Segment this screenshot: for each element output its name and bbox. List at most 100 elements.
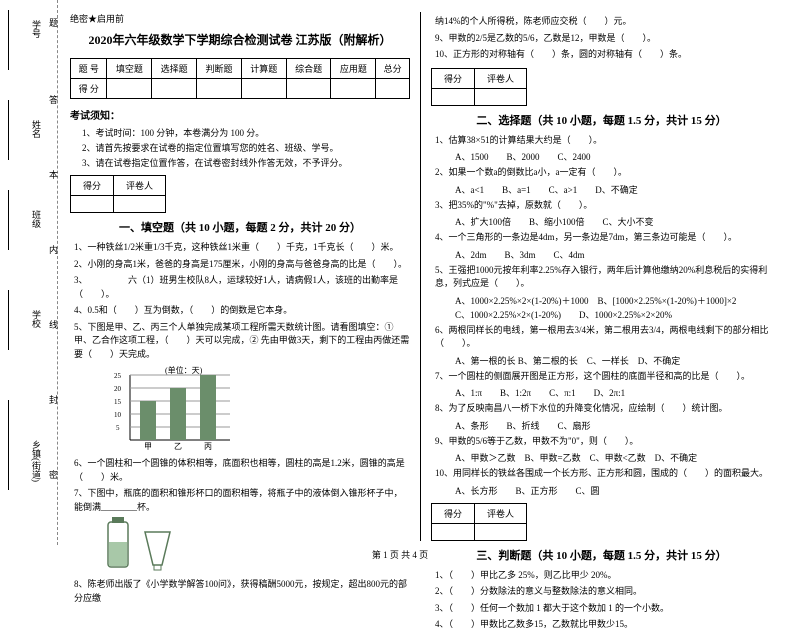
options: A、条形 B、折线 C、扇形: [455, 419, 772, 432]
confidential-mark: 绝密★启用前: [70, 12, 410, 25]
question: 9、甲数的2/5是乙数的5/6，乙数是12，甲数是（ ）。: [435, 32, 772, 46]
chart-xlabel: 甲: [144, 442, 152, 450]
bar-chart: (单位：天) 5 10 15 20 25 甲 乙 丙: [110, 365, 410, 453]
question: 10、用同样长的铁丝各围成一个长方形、正方形和圆，围成的（ ）的面积最大。: [435, 467, 772, 481]
chart-xlabel: 乙: [174, 442, 182, 450]
question: 3、（ ）任何一个数加 1 都大于这个数加 1 的一个小数。: [435, 602, 772, 616]
options: A、第一根的长 B、第二根的长 C、一样长 D、不确定: [455, 354, 772, 367]
page-footer: 第 1 页 共 4 页: [0, 548, 800, 561]
question: 1、一种铁丝1/2米重1/3千克，这种铁丝1米重（ ）千克，1千克长（ ）米。: [74, 241, 410, 255]
notice-item: 2、请首先按要求在试卷的指定位置填写您的姓名、班级、学号。: [82, 141, 410, 154]
cell: [197, 79, 242, 99]
question: 4、0.5和（ ）互为倒数，（ ）的倒数是它本身。: [74, 304, 410, 318]
left-column: 绝密★启用前 2020年六年级数学下学期综合检测试卷 江苏版（附解析） 题 号 …: [60, 12, 421, 541]
question: 4、（ ）甲数比乙数多15，乙数就比甲数少15。: [435, 618, 772, 632]
options: A、2dm B、3dm C、4dm: [455, 248, 772, 261]
cell: 得分: [432, 68, 475, 88]
seal-char: 本: [47, 170, 60, 179]
binding-label: 学校: [30, 310, 43, 328]
question: 3、把35%的"%"去掉，原数就（ ）。: [435, 199, 772, 213]
binding-label: 姓名: [30, 120, 43, 138]
page: 绝密★启用前 2020年六年级数学下学期综合检测试卷 江苏版（附解析） 题 号 …: [0, 0, 800, 545]
options: C、1000×2.25%×2×(1-20%) D、1000×2.25%×2×20…: [455, 308, 772, 321]
question: 5、下图是甲、乙、丙三个人单独完成某项工程所需天数统计图。请看图填空：① 甲、乙…: [74, 321, 410, 362]
question: 3、 六（1）班男生校队8人，运球较好1人，请病假1人，该班的出勤率是（ ）。: [74, 274, 410, 301]
options: A、1500 B、2000 C、2400: [455, 150, 772, 163]
seal-char: 线: [47, 320, 60, 329]
right-column: 纳14%的个人所得税，陈老师应交税（ ）元。 9、甲数的2/5是乙数的5/6，乙…: [421, 12, 782, 541]
cell: 评卷人: [475, 68, 527, 88]
cell: 题 号: [71, 59, 107, 79]
scorer-table: 得分评卷人: [431, 68, 527, 106]
seal-char: 封: [47, 395, 60, 404]
cell: 计算题: [241, 59, 286, 79]
exam-title: 2020年六年级数学下学期综合检测试卷 江苏版（附解析）: [70, 31, 410, 48]
scorer-table: 得分评卷人: [70, 175, 166, 213]
cell: [107, 79, 152, 99]
question: 2、（ ）分数除法的意义与整数除法的意义相同。: [435, 585, 772, 599]
cell: [114, 196, 166, 213]
cell: [71, 196, 114, 213]
binding-field: [8, 190, 9, 250]
options: A、扩大100倍 B、缩小100倍 C、大小不变: [455, 215, 772, 228]
svg-text:10: 10: [114, 411, 122, 419]
cell: [475, 88, 527, 105]
question: 1、（ ）甲比乙多 25%，则乙比甲少 20%。: [435, 569, 772, 583]
score-table: 题 号 填空题 选择题 判断题 计算题 综合题 应用题 总分 得 分: [70, 58, 410, 99]
cell: 评卷人: [114, 176, 166, 196]
binding-field: [8, 100, 9, 160]
seal-char: 密: [47, 470, 60, 479]
question: 纳14%的个人所得税，陈老师应交税（ ）元。: [435, 15, 772, 29]
section-heading: 二、选择题（共 10 小题，每题 1.5 分，共计 15 分）: [431, 112, 772, 128]
chart-ylabel: (单位：天): [165, 365, 203, 375]
options: A、1:π B、1:2π C、π:1 D、2π:1: [455, 386, 772, 399]
question: 1、估算38×51的计算结果大约是（ ）。: [435, 134, 772, 148]
section-heading: 一、填空题（共 10 小题，每题 2 分，共计 20 分）: [70, 219, 410, 235]
cell: 得分: [432, 503, 475, 523]
chart-svg: (单位：天) 5 10 15 20 25 甲 乙 丙: [110, 365, 240, 450]
seal-char: 内: [47, 245, 60, 254]
scorer-table: 得分评卷人: [431, 503, 527, 541]
bottle-figure: [100, 517, 410, 575]
question: 2、如果一个数a的倒数比a小，a一定有（ ）。: [435, 166, 772, 180]
cell: [241, 79, 286, 99]
table-row: 题 号 填空题 选择题 判断题 计算题 综合题 应用题 总分: [71, 59, 410, 79]
cell: 选择题: [152, 59, 197, 79]
options: A、甲数＞乙数 B、甲数=乙数 C、甲数<乙数 D、不确定: [455, 451, 772, 464]
question: 8、陈老师出版了《小学数学解答100问》，获得稿酬5000元，按规定，超出800…: [74, 578, 410, 605]
binding-field: [8, 10, 9, 70]
cell: 总分: [376, 59, 410, 79]
cell: 得分: [71, 176, 114, 196]
cell: [475, 523, 527, 540]
seal-char: 答: [47, 95, 60, 104]
chart-xlabel: 丙: [204, 442, 212, 450]
svg-text:5: 5: [116, 424, 120, 432]
question: 7、下图中，瓶底的面积和锥形杯口的面积相等，将瓶子中的液体倒入锥形杯子中，能倒满…: [74, 487, 410, 514]
binding-margin: 学号 姓名 班级 学校 乡镇(街道) 题 答 本 内 线 封 密: [0, 0, 58, 545]
cell: 填空题: [107, 59, 152, 79]
seal-char: 题: [47, 18, 60, 27]
cell: [376, 79, 410, 99]
notice-heading: 考试须知：: [70, 107, 410, 122]
options: A、长方形 B、正方形 C、圆: [455, 484, 772, 497]
notice-item: 3、请在试卷指定位置作答，在试卷密封线外作答无效，不予评分。: [82, 156, 410, 169]
notice-item: 1、考试时间：100 分钟，本卷满分为 100 分。: [82, 126, 410, 139]
question: 5、王强把1000元按年利率2.25%存入银行，两年后计算他缴纳20%利息税后的…: [435, 264, 772, 291]
cell: 得 分: [71, 79, 107, 99]
cell: [152, 79, 197, 99]
cell: 评卷人: [475, 503, 527, 523]
options: A、a<1 B、a=1 C、a>1 D、不确定: [455, 183, 772, 196]
options: A、1000×2.25%×2×(1-20%)＋1000 B、[1000×2.25…: [455, 294, 772, 307]
bottle-svg: [100, 517, 180, 572]
question: 8、为了反映南昌八一桥下水位的升降变化情况，应绘制（ ）统计图。: [435, 402, 772, 416]
question: 4、一个三角形的一条边是4dm，另一条边是7dm，第三条边可能是（ ）。: [435, 231, 772, 245]
question: 9、甲数的5/6等于乙数，甲数不为"0"，则（ ）。: [435, 435, 772, 449]
binding-field: [8, 290, 9, 350]
cell: [331, 79, 376, 99]
binding-label: 乡镇(街道): [30, 440, 43, 482]
question: 2、小刚的身高1米，爸爸的身高是175厘米，小刚的身高与爸爸身高的比是（ ）。: [74, 258, 410, 272]
binding-label: 学号: [30, 20, 43, 38]
question: 7、一个圆柱的侧面展开图是正方形，这个圆柱的底面半径和高的比是（ ）。: [435, 370, 772, 384]
cell: 综合题: [286, 59, 331, 79]
cell: 应用题: [331, 59, 376, 79]
